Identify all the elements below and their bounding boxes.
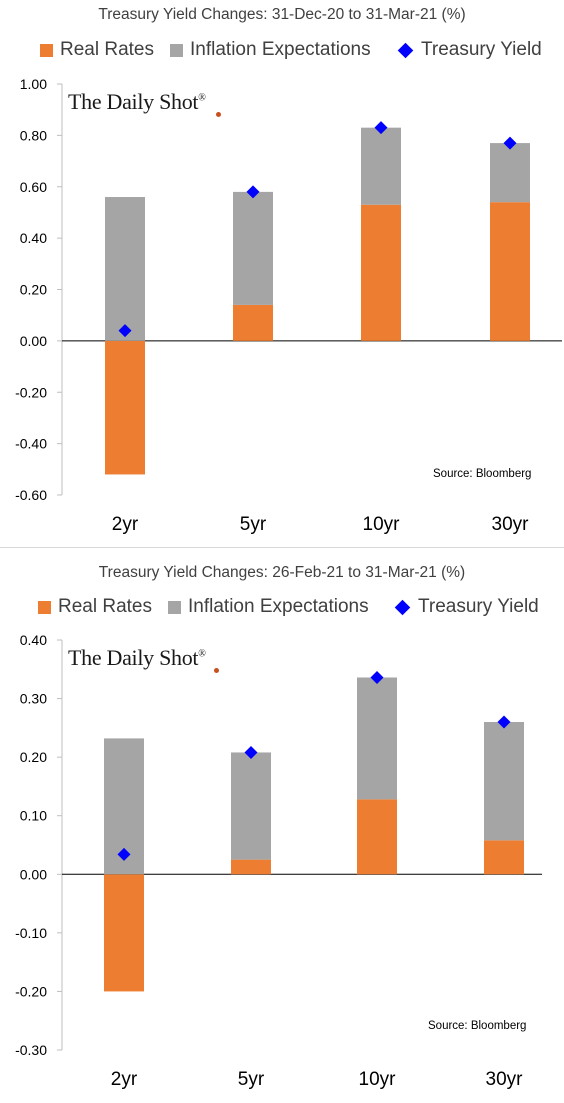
chart-panel-mar: Treasury Yield Changes: 26-Feb-21 to 31-…: [0, 556, 564, 1103]
marker-treasury-yield: [246, 185, 260, 199]
x-tick-label: 10yr: [363, 514, 401, 535]
legend-item-inflation-expectations: Inflation Expectations: [170, 39, 371, 61]
bar-real-rates: [233, 304, 273, 341]
bar-real-rates: [231, 859, 271, 875]
y-tick-label: 0.30: [20, 691, 47, 707]
bar-inflation-expectations: [361, 127, 401, 205]
y-tick-label: 0.10: [20, 808, 47, 824]
legend-label: Treasury Yield: [418, 596, 539, 617]
bar-inflation-expectations: [231, 752, 271, 860]
x-tick-label: 30yr: [486, 1069, 524, 1090]
y-tick-label: 0.40: [20, 632, 47, 648]
bar-real-rates: [361, 204, 401, 341]
chart-legend: Real Rates Inflation Expectations Treasu…: [0, 39, 564, 65]
bar-real-rates: [105, 340, 145, 475]
bar-inflation-expectations: [490, 143, 530, 203]
bar-inflation-expectations: [357, 677, 397, 800]
chart-plot-area: 0.40 0.30 0.20 0.10 0.00 -0.10 -0.20 -0.30 2yr 5y…: [15, 632, 542, 1090]
legend-item-inflation-expectations: Inflation Expectations: [168, 596, 369, 618]
x-tick-label: 2yr: [112, 514, 139, 535]
chart-panel-q1: Treasury Yield Changes: 31-Dec-20 to 31-…: [0, 0, 564, 548]
y-tick-label: -0.10: [15, 925, 47, 941]
source-note: Source: Bloomberg: [433, 468, 532, 480]
legend-item-real-rates: Real Rates: [38, 596, 152, 618]
legend-label: Inflation Expectations: [190, 39, 371, 60]
y-tick-label: -0.60: [15, 487, 47, 503]
bar-inflation-expectations: [105, 197, 145, 341]
marker-treasury-yield: [370, 670, 384, 684]
legend-label: Real Rates: [58, 596, 152, 617]
bar-inflation-expectations: [233, 191, 273, 305]
y-tick-label: 0.20: [20, 749, 47, 765]
marker-treasury-yield: [497, 715, 511, 729]
x-tick-label: 10yr: [359, 1069, 397, 1090]
x-tick-label: 30yr: [492, 514, 530, 535]
bar-real-rates: [104, 874, 144, 992]
legend-item-treasury-yield: Treasury Yield: [397, 39, 542, 61]
legend-swatch-inflation-expectations: [170, 43, 183, 57]
legend-label: Inflation Expectations: [188, 596, 369, 617]
y-tick-label: 0.00: [20, 866, 47, 882]
y-tick-label: -0.30: [15, 1042, 47, 1058]
x-tick-label: 5yr: [238, 1069, 265, 1090]
watermark-logo: The Daily Shot®: [68, 89, 221, 117]
legend-label: Real Rates: [60, 39, 154, 60]
bar-inflation-expectations: [484, 722, 524, 841]
y-tick-label: 1.00: [20, 76, 47, 92]
legend-swatch-inflation-expectations: [168, 600, 181, 614]
chart-plot-area: 1.00 0.80 0.60 0.40 0.20 0.00 -0.20 -0.40 -0.60 2…: [15, 76, 562, 535]
legend-item-real-rates: Real Rates: [40, 39, 154, 61]
bar-real-rates: [357, 799, 397, 875]
marker-treasury-yield: [244, 745, 258, 759]
legend-label: Treasury Yield: [421, 39, 542, 60]
x-tick-label: 5yr: [240, 514, 267, 535]
chart-title: Treasury Yield Changes: 31-Dec-20 to 31-…: [98, 6, 466, 23]
bar-real-rates: [484, 840, 524, 875]
marker-treasury-yield: [503, 136, 517, 150]
y-tick-label: -0.20: [15, 384, 47, 400]
bar-real-rates: [490, 202, 530, 341]
legend-swatch-real-rates: [40, 43, 53, 57]
y-tick-label: 0.40: [20, 230, 47, 246]
y-tick-label: 0.20: [20, 282, 47, 298]
watermark-logo: The Daily Shot®: [68, 645, 219, 673]
chart-legend: Real Rates Inflation Expectations Treasu…: [0, 596, 564, 622]
x-tick-label: 2yr: [111, 1069, 138, 1090]
y-tick-label: 0.60: [20, 179, 47, 195]
legend-item-treasury-yield: Treasury Yield: [394, 596, 539, 618]
marker-treasury-yield: [118, 324, 132, 338]
y-tick-label: -0.20: [15, 983, 47, 999]
y-tick-label: -0.40: [15, 436, 47, 452]
chart-title: Treasury Yield Changes: 26-Feb-21 to 31-…: [98, 564, 466, 581]
y-tick-label: 0.80: [20, 127, 47, 143]
marker-treasury-yield: [374, 121, 388, 135]
source-note: Source: Bloomberg: [428, 1020, 527, 1032]
marker-treasury-yield: [117, 847, 131, 861]
legend-swatch-real-rates: [38, 600, 51, 614]
y-tick-label: 0.00: [20, 333, 47, 349]
